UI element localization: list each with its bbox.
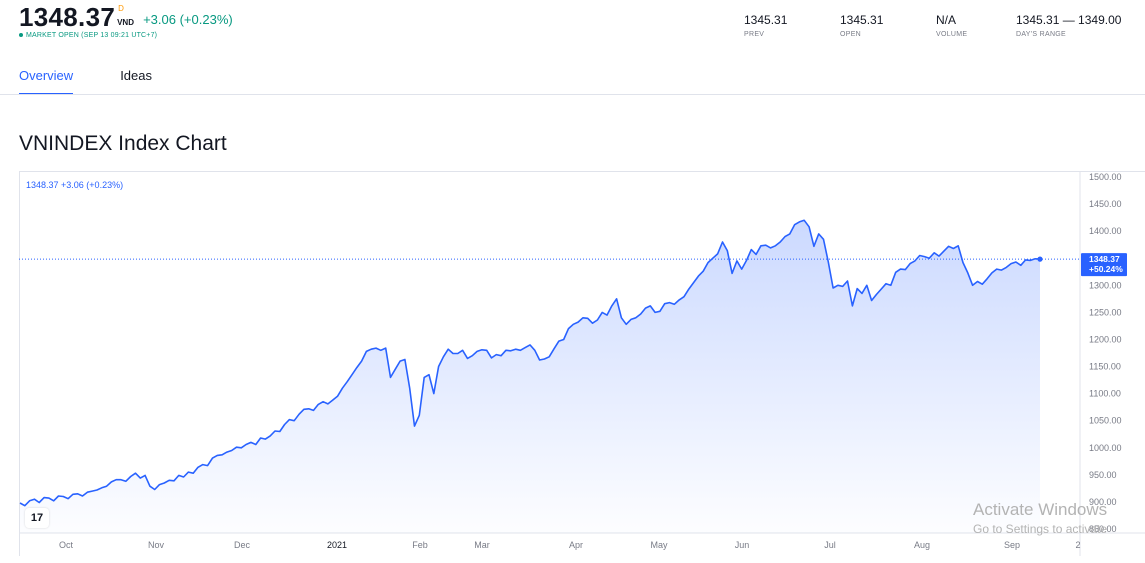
- stat-prev: 1345.31 PREV: [744, 13, 787, 38]
- stat-value: 1345.31: [840, 13, 884, 27]
- x-tick-label: 2021: [327, 540, 347, 550]
- x-tick-label: Apr: [569, 540, 583, 550]
- x-tick-label: May: [650, 540, 668, 550]
- y-tick-label: 1150.00: [1089, 362, 1121, 372]
- stat-value: 1345.31: [744, 13, 788, 27]
- quote-header: 1348.37 D VND +3.06 (+0.23%) MARKET OPEN…: [19, 2, 233, 39]
- price-change: +3.06 (+0.23%): [143, 12, 233, 27]
- y-tick-label: 1100.00: [1089, 389, 1121, 399]
- y-tick-label: 1050.00: [1089, 416, 1122, 426]
- currency-label: VND: [117, 18, 134, 27]
- x-tick-label: Nov: [148, 540, 165, 550]
- price-area: [20, 220, 1040, 534]
- x-tick-label: Mar: [474, 540, 490, 550]
- price-axis-label: [1081, 253, 1127, 277]
- stat-label: OPEN: [840, 31, 862, 38]
- activate-windows-watermark: Activate Windows Go to Settings to activ…: [973, 500, 1107, 536]
- delayed-flag: D: [118, 4, 124, 13]
- price-line: [19, 219, 1041, 507]
- stat-value: N/A: [936, 13, 957, 27]
- y-tick-label: 850.00: [1089, 524, 1117, 534]
- stat-label: DAY'S RANGE: [1016, 31, 1067, 38]
- stat-value: 1345.31 — 1349.00: [1016, 13, 1122, 27]
- y-tick-label: 1300.00: [1089, 280, 1122, 290]
- price-axis-label-pct: +50.24%: [1089, 264, 1123, 274]
- stat-label: VOLUME: [936, 31, 968, 38]
- chart-legend: 1348.37 +3.06 (+0.23%): [26, 180, 124, 190]
- x-tick-label: 2: [1075, 540, 1080, 550]
- price-suffix: D VND: [115, 2, 143, 32]
- x-tick-label: Jun: [735, 540, 750, 550]
- stat-open: 1345.31 OPEN: [840, 13, 883, 38]
- x-tick-label: Aug: [914, 540, 930, 550]
- page-title: VNINDEX Index Chart: [19, 132, 227, 155]
- chart-frame: [19, 171, 1145, 556]
- x-tick-label: Dec: [234, 540, 251, 550]
- last-price-dot: [1037, 256, 1043, 262]
- stat-label: PREV: [744, 31, 765, 38]
- y-tick-label: 900.00: [1089, 497, 1117, 507]
- stat-days-range: 1345.31 — 1349.00 DAY'S RANGE: [1016, 13, 1121, 38]
- y-tick-label: 1500.00: [1089, 172, 1122, 182]
- y-tick-label: 1200.00: [1089, 334, 1122, 344]
- stat-volume: N/A VOLUME: [936, 13, 967, 38]
- y-tick-label: 1250.00: [1089, 307, 1122, 317]
- tab-bar: Overview Ideas: [19, 68, 199, 95]
- market-status-text: MARKET OPEN (SEP 13 09:21 UTC+7): [26, 32, 158, 39]
- y-tick-label: 1400.00: [1089, 226, 1122, 236]
- watermark-line1: Activate Windows: [973, 500, 1108, 519]
- x-tick-label: Sep: [1004, 540, 1020, 550]
- tab-ideas[interactable]: Ideas: [120, 68, 152, 83]
- y-tick-label: 1450.00: [1089, 199, 1122, 209]
- watermark-line2: Go to Settings to activate: [973, 522, 1108, 536]
- x-tick-label: Feb: [412, 540, 428, 550]
- price-axis-label-price: 1348.37: [1089, 254, 1120, 264]
- market-status: MARKET OPEN (SEP 13 09:21 UTC+7): [19, 32, 233, 39]
- y-tick-label: 1000.00: [1089, 443, 1122, 453]
- status-dot-icon: [19, 33, 23, 38]
- x-tick-label: Oct: [59, 540, 74, 550]
- x-tick-label: Jul: [824, 540, 836, 550]
- y-tick-label: 950.00: [1089, 470, 1117, 480]
- tradingview-logo-icon[interactable]: 17: [25, 508, 49, 528]
- last-price: 1348.37: [19, 2, 116, 32]
- tabs-divider: [0, 94, 1145, 95]
